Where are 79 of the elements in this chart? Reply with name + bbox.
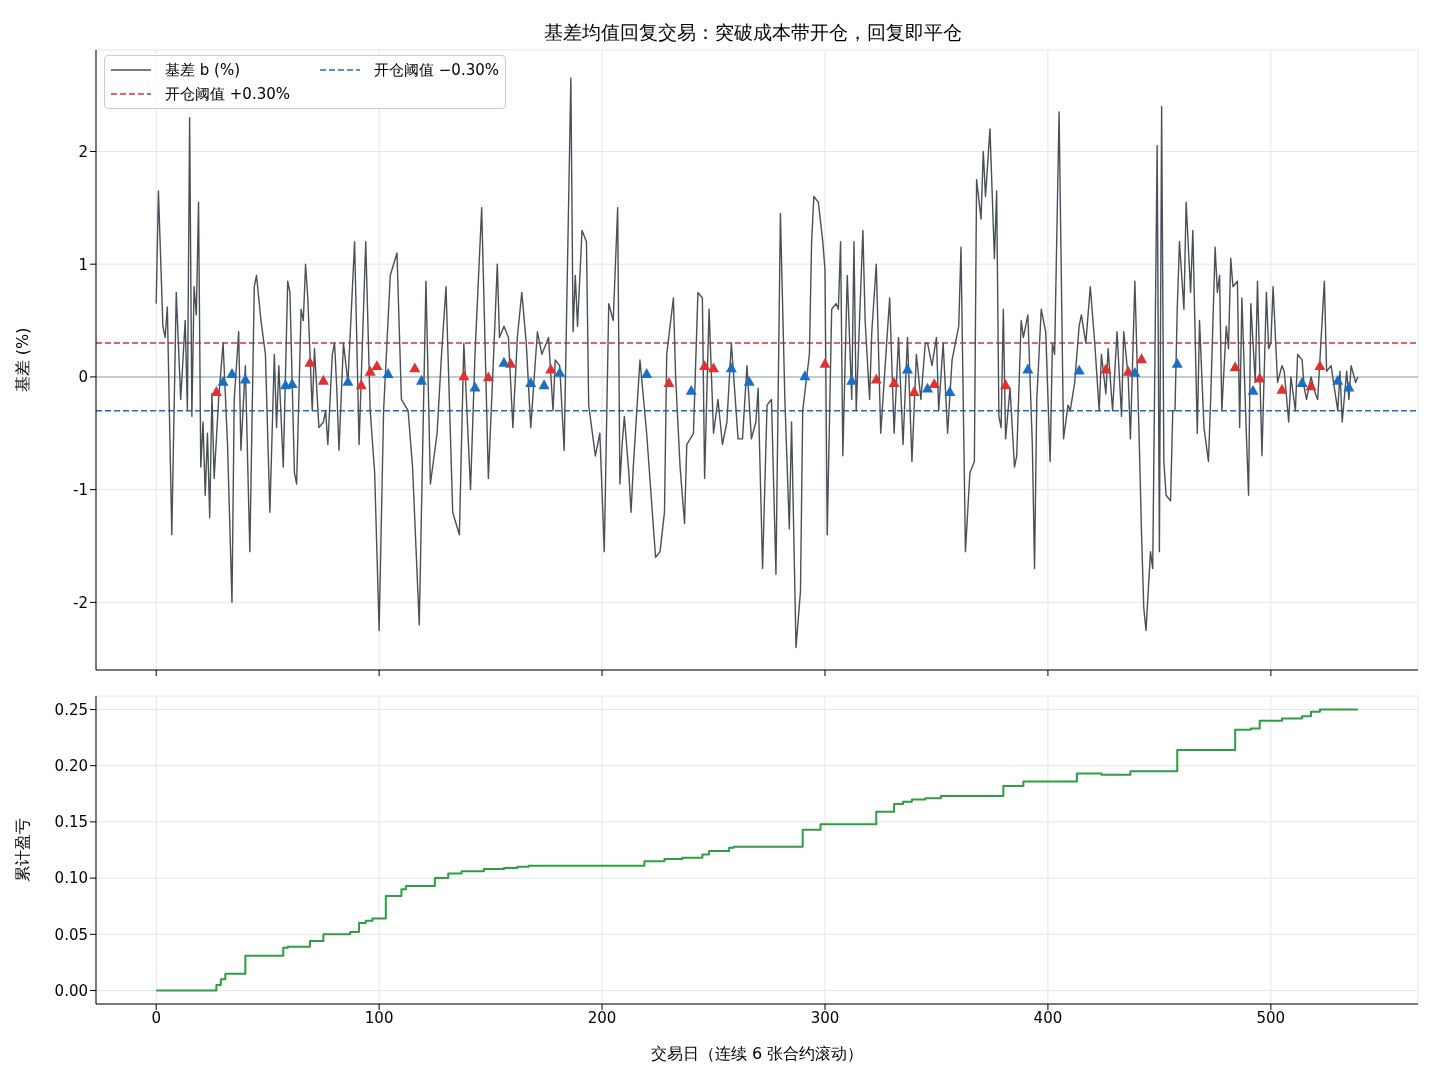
point bbox=[1343, 381, 1355, 392]
point bbox=[217, 375, 229, 386]
y-tick-label: 0.15 bbox=[54, 813, 88, 832]
point bbox=[685, 384, 697, 395]
point bbox=[226, 368, 238, 378]
point bbox=[415, 374, 427, 385]
x-axis-title: 交易日（连续 6 张合约滚动） bbox=[650, 1044, 864, 1064]
point bbox=[1136, 353, 1148, 364]
x-tick-label: 200 bbox=[587, 1008, 617, 1027]
point bbox=[1314, 360, 1326, 371]
y-tick-label: 0.05 bbox=[54, 925, 88, 944]
point bbox=[870, 373, 882, 384]
point bbox=[342, 375, 354, 386]
point bbox=[819, 357, 831, 368]
point bbox=[525, 377, 537, 387]
x-tick-label: 400 bbox=[1033, 1008, 1063, 1027]
point bbox=[1022, 363, 1034, 374]
point bbox=[699, 360, 711, 371]
y-tick-label: 2 bbox=[78, 142, 88, 161]
point bbox=[458, 370, 470, 381]
chart-title: 基差均值回复交易：突破成本带开仓，回复即平仓 bbox=[543, 20, 963, 45]
point bbox=[1171, 357, 1183, 368]
point bbox=[1247, 384, 1259, 395]
point bbox=[922, 382, 934, 393]
point bbox=[1254, 372, 1266, 383]
point bbox=[908, 386, 920, 396]
y-tick-label: 0.00 bbox=[54, 981, 88, 1000]
point bbox=[641, 368, 653, 378]
point bbox=[1000, 379, 1012, 390]
point bbox=[928, 378, 940, 389]
point bbox=[846, 374, 858, 385]
point bbox=[708, 362, 720, 373]
point bbox=[304, 356, 316, 367]
x-tick-label: 0 bbox=[151, 1008, 161, 1027]
legend-label: 开仓阈值 +0.30% bbox=[165, 84, 290, 104]
point bbox=[482, 371, 494, 382]
y-tick-label: 0.20 bbox=[54, 757, 88, 776]
point bbox=[1100, 363, 1112, 374]
point bbox=[1229, 361, 1241, 372]
point bbox=[1305, 380, 1317, 391]
point bbox=[1296, 377, 1308, 387]
point bbox=[469, 381, 481, 392]
y-tick-label: 0.25 bbox=[54, 700, 88, 719]
point bbox=[725, 362, 737, 373]
point bbox=[239, 373, 251, 384]
point bbox=[663, 377, 675, 387]
line-series bbox=[155, 77, 1359, 649]
y-axis-title: 基差 (%) bbox=[12, 327, 32, 393]
y-tick-label: -2 bbox=[73, 593, 88, 612]
point bbox=[498, 356, 510, 367]
point bbox=[743, 375, 755, 386]
point bbox=[1129, 366, 1141, 377]
point bbox=[538, 379, 550, 390]
point bbox=[210, 386, 222, 396]
point bbox=[944, 386, 956, 396]
point bbox=[1332, 374, 1344, 385]
x-tick-label: 100 bbox=[364, 1008, 394, 1027]
point bbox=[1276, 383, 1288, 394]
point bbox=[901, 363, 913, 374]
point bbox=[888, 377, 900, 387]
x-tick-label: 500 bbox=[1256, 1008, 1286, 1027]
legend-label: 基差 b (%) bbox=[165, 60, 241, 80]
x-tick-label: 300 bbox=[810, 1008, 840, 1027]
legend-label: 开仓阈值 −0.30% bbox=[374, 60, 499, 80]
point bbox=[545, 363, 557, 374]
point bbox=[317, 374, 329, 385]
y-tick-label: 0.10 bbox=[54, 869, 88, 888]
point bbox=[371, 360, 383, 371]
point bbox=[554, 366, 566, 377]
point bbox=[382, 368, 394, 378]
point bbox=[409, 362, 421, 373]
point bbox=[799, 370, 811, 381]
y-tick-label: 0 bbox=[78, 368, 88, 387]
y-tick-label: 1 bbox=[78, 255, 88, 274]
y-axis-title: 累计盈亏 bbox=[12, 818, 32, 882]
point bbox=[355, 379, 367, 390]
point bbox=[364, 365, 376, 376]
y-tick-label: -1 bbox=[73, 480, 88, 499]
point bbox=[1073, 364, 1085, 375]
